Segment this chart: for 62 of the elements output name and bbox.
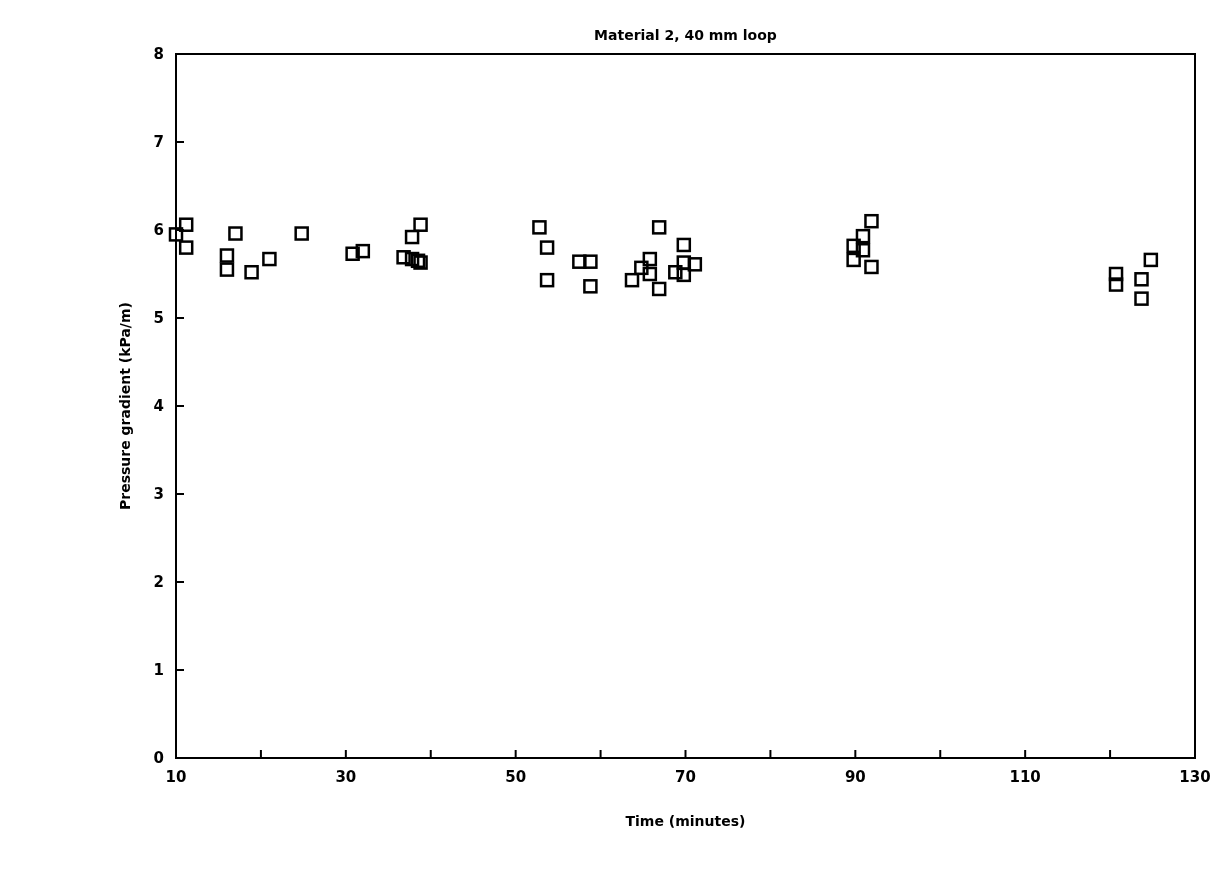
point xyxy=(855,242,871,258)
point xyxy=(168,227,184,242)
y-axis-title: Pressure gradient (kPa/m) xyxy=(117,302,133,510)
point xyxy=(583,279,598,294)
point xyxy=(539,240,555,255)
point xyxy=(676,255,692,270)
point xyxy=(642,266,658,282)
point xyxy=(532,220,547,235)
point xyxy=(244,264,259,280)
point xyxy=(651,281,667,297)
point xyxy=(396,250,411,265)
point xyxy=(404,251,420,267)
y-tick-label: 8 xyxy=(153,45,164,63)
point xyxy=(413,217,428,232)
point xyxy=(1108,277,1124,292)
chart-title: Material 2, 40 mm loop xyxy=(594,27,777,43)
x-tick-label: 90 xyxy=(844,768,866,786)
y-tick-label: 3 xyxy=(153,485,164,503)
point xyxy=(1108,266,1124,282)
y-tick-label: 0 xyxy=(153,749,164,767)
x-tick-label: 30 xyxy=(335,768,357,786)
point xyxy=(294,226,309,241)
point xyxy=(846,238,861,254)
x-tick-label: 50 xyxy=(505,768,527,786)
point xyxy=(687,257,703,272)
point xyxy=(404,229,420,245)
point xyxy=(572,254,587,269)
y-tick-label: 5 xyxy=(153,309,164,327)
point xyxy=(1134,291,1149,306)
y-tick-label: 4 xyxy=(153,397,164,415)
point xyxy=(642,251,658,267)
x-tick-label: 110 xyxy=(1009,768,1041,786)
point xyxy=(1134,272,1149,287)
point xyxy=(583,254,598,269)
point xyxy=(219,248,235,263)
point xyxy=(178,217,194,232)
y-tick-label: 2 xyxy=(153,573,164,591)
point xyxy=(864,259,879,275)
x-tick-label: 70 xyxy=(675,768,696,786)
point xyxy=(634,260,649,276)
point xyxy=(178,240,194,255)
point xyxy=(668,264,683,280)
point xyxy=(355,243,371,259)
point xyxy=(651,220,667,235)
point xyxy=(676,237,692,253)
point xyxy=(345,246,360,262)
point xyxy=(864,213,879,229)
x-axis-title: Time (minutes) xyxy=(625,813,746,829)
point xyxy=(855,228,871,244)
y-tick-label: 7 xyxy=(153,133,164,151)
point xyxy=(539,272,555,288)
y-tick-label: 1 xyxy=(153,661,164,679)
y-tick-label: 6 xyxy=(153,221,164,239)
point xyxy=(676,267,692,283)
x-tick-label: 130 xyxy=(1179,768,1211,786)
point xyxy=(219,262,235,277)
point xyxy=(846,252,861,268)
point xyxy=(228,226,243,241)
x-tick-label: 10 xyxy=(165,768,187,786)
point xyxy=(624,272,640,288)
point xyxy=(262,251,277,267)
point xyxy=(1143,252,1159,268)
